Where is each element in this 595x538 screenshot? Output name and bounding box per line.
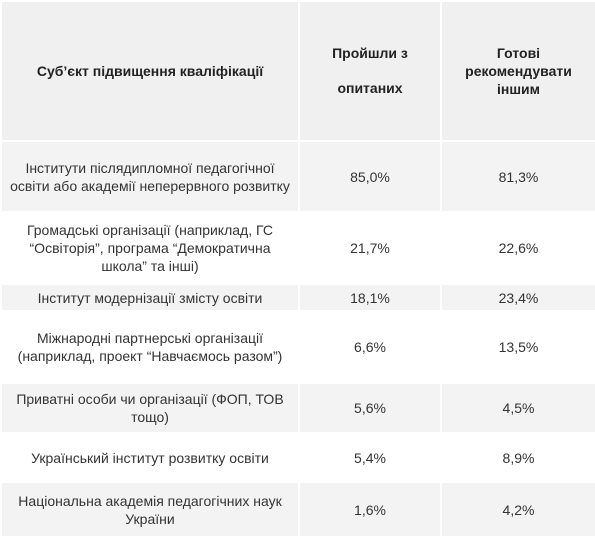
row-label: Інститут модернізації змісту освіти	[0, 283, 300, 312]
value-cell: 18,1%	[298, 283, 442, 312]
value-cell: 1,6%	[298, 481, 442, 538]
value-cell: 5,4%	[298, 432, 442, 483]
header-row: Суб’єкт підвищення кваліфікації Пройшли …	[0, 0, 595, 142]
table-row: Інститути післядипломної педагогічної ос…	[0, 140, 595, 213]
value-cell: 85,0%	[298, 140, 442, 213]
table-row: Приватні особи чи організації (ФОП, ТОВ …	[0, 382, 595, 434]
row-label: Інститути післядипломної педагогічної ос…	[0, 140, 300, 213]
header-cell: Пройшли з опитаних	[298, 0, 442, 142]
value-cell: 81,3%	[440, 140, 595, 213]
value-cell: 8,9%	[440, 432, 595, 483]
value-cell: 21,7%	[298, 211, 442, 285]
value-cell: 22,6%	[440, 211, 595, 285]
table-row: Український інститут розвитку освіти 5,4%…	[0, 432, 595, 483]
row-label: Міжнародні партнерські організації (напр…	[0, 310, 300, 384]
row-label: Український інститут розвитку освіти	[0, 432, 300, 483]
value-cell: 5,6%	[298, 382, 442, 434]
table-row: Національна академія педагогічних наук У…	[0, 481, 595, 538]
table-row: Міжнародні партнерські організації (напр…	[0, 310, 595, 384]
value-cell: 4,2%	[440, 481, 595, 538]
value-cell: 23,4%	[440, 283, 595, 312]
row-label: Громадські організації (наприклад, ГС “О…	[0, 211, 300, 285]
row-label: Національна академія педагогічних наук У…	[0, 481, 300, 538]
table-row: Інститут модернізації змісту освіти 18,1%…	[0, 283, 595, 312]
row-label: Приватні особи чи організації (ФОП, ТОВ …	[0, 382, 300, 434]
table-row: Громадські організації (наприклад, ГС “О…	[0, 211, 595, 285]
value-cell: 13,5%	[440, 310, 595, 384]
header-cell: Суб’єкт підвищення кваліфікації	[0, 0, 300, 142]
header-cell: Готові рекомендувати іншим	[440, 0, 595, 142]
value-cell: 4,5%	[440, 382, 595, 434]
value-cell: 6,6%	[298, 310, 442, 384]
